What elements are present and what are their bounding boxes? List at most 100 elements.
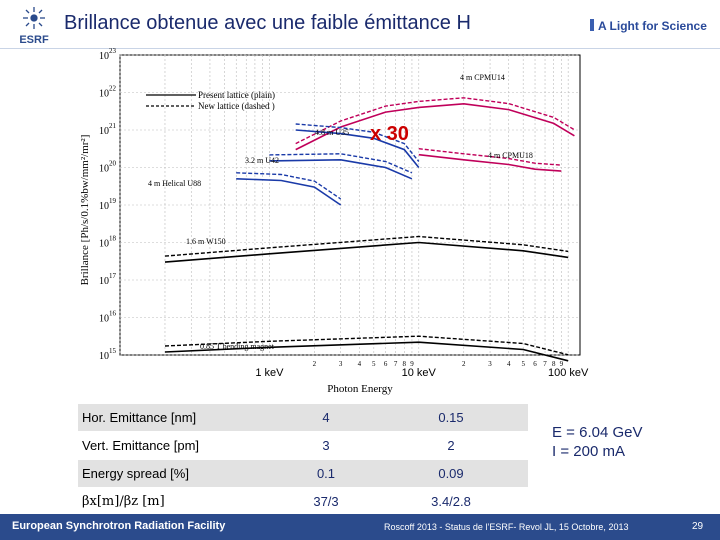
legend-entry-dashed: New lattice (dashed ) <box>198 101 275 111</box>
series-line-dashed-0 <box>295 97 575 145</box>
tagline-text: A Light for Science <box>598 19 707 33</box>
x-minor-label: 6 <box>384 360 388 368</box>
y-tick-label: 1017 <box>99 272 117 287</box>
curve-label: 3.2 m U42 <box>245 156 279 165</box>
y-tick-label: 1018 <box>99 235 117 250</box>
x-minor-label: 5 <box>521 360 525 368</box>
x-tick-label: 10 keV <box>402 367 437 379</box>
y-tick-exponent: 20 <box>109 160 117 168</box>
new-value: 2 <box>374 431 528 460</box>
row-label: Hor. Emittance [nm] <box>78 404 278 432</box>
y-tick-label: 1021 <box>99 122 117 137</box>
x-minor-label: 2 <box>462 360 466 368</box>
curve-label: 4.8 m U35 <box>315 128 349 137</box>
series-line-0 <box>295 102 575 151</box>
x-minor-label: 4 <box>358 360 362 368</box>
x-minor-label: 7 <box>394 360 398 368</box>
y-axis-label: Brillance [Ph/s/0.1%bw/mm²/mr²] <box>79 135 91 286</box>
lattice-comparison-table: Hor. Emittance [nm] 4 0.15 Vert. Emittan… <box>78 404 528 516</box>
x-tick-label: 1 keV <box>255 367 284 379</box>
y-axis-ticks: 1015 1016 1017 1018 1019 1020 1021 1022 1023 <box>99 47 117 362</box>
new-value: 3.4/2.8 <box>374 487 528 516</box>
x-minor-label: 8 <box>552 360 556 368</box>
x-minor-label: 8 <box>403 360 407 368</box>
tagline: A Light for Science <box>590 19 707 33</box>
table-row: βx[m]/βz [m] 37/3 3.4/2.8 <box>78 487 528 516</box>
brilliance-chart: 1015 1016 1017 1018 1019 1020 1021 1022 1023 1 k… <box>79 47 589 395</box>
y-tick-label: 1015 <box>99 347 117 362</box>
y-tick-exponent: 17 <box>109 272 117 280</box>
esrf-logo-icon: ESRF <box>19 7 49 46</box>
curve-label: 4 m CPMU18 <box>488 151 533 160</box>
curve-label: 0.85 T bending magnet <box>200 342 275 351</box>
y-tick-exponent: 18 <box>109 235 117 243</box>
y-tick-label: 1016 <box>99 310 117 325</box>
x-tick-label: 100 keV <box>548 367 589 379</box>
y-tick-exponent: 16 <box>109 310 117 318</box>
row-label: Energy spread [%] <box>78 459 278 488</box>
y-tick-exponent: 22 <box>109 85 117 93</box>
curve-label: 4 m Helical U88 <box>148 179 201 188</box>
header-divider <box>0 48 720 49</box>
x-minor-label: 2 <box>313 360 317 368</box>
legend-entry-plain: Present lattice (plain) <box>198 90 275 100</box>
x-minor-label: 5 <box>372 360 376 368</box>
y-tick-exponent: 23 <box>109 47 117 55</box>
series-line-5 <box>164 241 569 263</box>
series-line-3 <box>269 158 413 180</box>
row-label: Vert. Emittance [pm] <box>78 431 278 460</box>
new-value: 0.09 <box>374 459 528 488</box>
current-param: I = 200 mA <box>552 443 625 460</box>
series-line-4 <box>236 178 342 206</box>
y-tick-label: 1022 <box>99 85 117 100</box>
table-row: Energy spread [%] 0.1 0.09 <box>78 459 528 488</box>
curves <box>164 97 575 362</box>
curve-label: 4 m CPMU14 <box>460 73 505 82</box>
table-row: Hor. Emittance [nm] 4 0.15 <box>78 404 528 432</box>
grid <box>119 54 580 356</box>
x-minor-label: 3 <box>488 360 492 368</box>
y-tick-label: 1023 <box>99 47 117 62</box>
present-value: 4 <box>278 404 374 432</box>
row-label: βx[m]/βz [m] <box>78 487 278 516</box>
y-tick-label: 1019 <box>99 197 117 212</box>
series-line-dashed-6 <box>164 335 569 356</box>
series-line-1 <box>418 153 562 172</box>
energy-param: E = 6.04 GeV <box>552 424 643 441</box>
x-minor-label: 4 <box>507 360 511 368</box>
page-title: Brillance obtenue avec une faible émitta… <box>64 12 471 34</box>
footer-org: European Synchrotron Radiation Facility <box>12 520 226 532</box>
machine-parameters: E = 6.04 GeV I = 200 mA <box>552 423 642 461</box>
present-value: 0.1 <box>278 459 374 488</box>
curve-labels: 4 m CPMU14 4 m CPMU18 4.8 m U35 3.2 m U42 4 … <box>148 73 533 351</box>
series-line-dashed-1 <box>418 148 562 166</box>
present-value: 3 <box>278 431 374 460</box>
x-minor-label: 6 <box>533 360 537 368</box>
legend: Present lattice (plain) New lattice (das… <box>146 90 275 111</box>
footer: European Synchrotron Radiation Facility … <box>0 514 720 540</box>
y-tick-exponent: 21 <box>109 122 117 130</box>
annotation-x30: x 30 <box>370 123 409 145</box>
x-minor-label: 9 <box>410 360 414 368</box>
x-axis-label: Photon Energy <box>327 383 393 395</box>
logo-text: ESRF <box>19 34 49 46</box>
y-tick-exponent: 19 <box>109 197 117 205</box>
series-line-dashed-2 <box>295 123 420 162</box>
footer-citation: Roscoff 2013 - Status de l’ESRF- Revol J… <box>384 522 629 532</box>
x-minor-label: 7 <box>543 360 547 368</box>
series-line-dashed-4 <box>236 172 342 200</box>
header: ESRF Brillance obtenue avec une faible é… <box>0 0 720 50</box>
y-tick-exponent: 15 <box>109 347 117 355</box>
y-tick-label: 1020 <box>99 160 117 175</box>
series-line-2 <box>295 129 420 169</box>
curve-label: 1.6 m W150 <box>186 237 226 246</box>
present-value: 37/3 <box>278 487 374 516</box>
new-value: 0.15 <box>374 404 528 432</box>
x-minor-label: 3 <box>339 360 343 368</box>
table-row: Vert. Emittance [pm] 3 2 <box>78 431 528 460</box>
tagline-bar <box>590 19 594 31</box>
x-minor-label: 9 <box>560 360 564 368</box>
series-line-dashed-5 <box>164 235 569 257</box>
series-line-6 <box>164 341 569 362</box>
